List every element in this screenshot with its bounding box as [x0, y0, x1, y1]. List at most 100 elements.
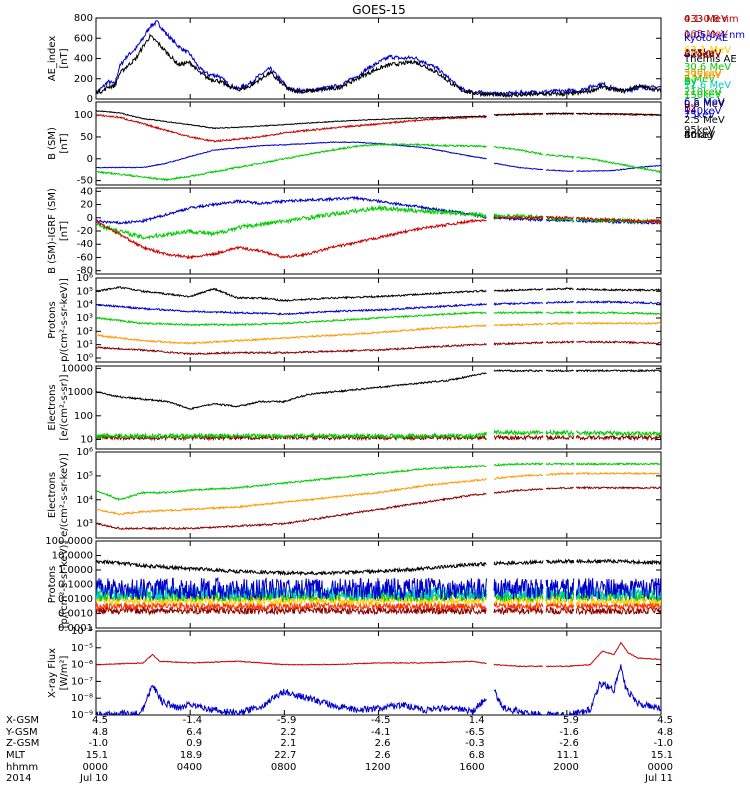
y-tick-label: 10¹ — [76, 340, 93, 351]
series-line — [96, 214, 661, 260]
y-tick-label: 10³ — [76, 519, 93, 530]
y-tick-label: -60 — [77, 252, 93, 263]
legend-entry: Bx — [684, 49, 697, 60]
y-tick-label: 0.0100 — [58, 594, 93, 605]
series-line — [96, 340, 661, 356]
y-axis-label-line: p/(cm²-s-sr-keV)] — [59, 278, 70, 362]
y-axis-label: B (SM)[nT] — [47, 127, 70, 160]
series-line — [96, 642, 661, 668]
series-line — [96, 141, 661, 173]
panel-frame — [95, 277, 662, 363]
panel-7: 0.00010.00100.01000.10001.000010.0000100… — [45, 14, 731, 634]
y-axis-label-line: [p/(cm²-s-sr-keV)] — [59, 541, 70, 629]
x-column-value: 4.8 — [657, 727, 673, 738]
y-tick-label: -40 — [77, 239, 93, 250]
legend-entry: By — [684, 76, 697, 87]
x-row-label: Y-GSM — [5, 727, 38, 738]
y-axis-label-line: e/(cm²-s-sr-keV)] — [59, 453, 70, 537]
legend-entry: 0.6 MeV — [684, 99, 725, 110]
y-axis-label-line: Protons — [47, 566, 58, 603]
y-tick-label: 10⁻⁵ — [71, 643, 93, 654]
panel-8: 10⁻⁹10⁻⁸10⁻⁷10⁻⁶10⁻⁵10⁻⁴X-ray Flux[W/m²]… — [47, 14, 745, 721]
y-axis-label-line: B (SM) — [47, 127, 58, 160]
y-tick-label: 10⁴ — [76, 300, 93, 311]
panel-4: 10⁰ 10¹ 10² 10³ 10⁴ 10⁵ 10⁶ Protonsp/(cm²-s-sr-… — [47, 48, 722, 364]
x-column-value: 4.5 — [92, 715, 108, 726]
y-tick-label: 0.0001 — [58, 623, 93, 634]
legend-entry: 575keV — [684, 48, 722, 59]
x-column-value: 22.7 — [274, 750, 296, 761]
y-axis-label: B (SM)-IGRF (SM)[nT] — [47, 188, 70, 274]
series-line — [96, 310, 661, 327]
y-tick-label: 10⁶ — [76, 273, 93, 284]
y-tick-label: 10⁻⁴ — [71, 626, 93, 637]
y-axis-label-line: B (SM)-IGRF (SM) — [47, 188, 58, 274]
x-column-value: -1.0 — [653, 738, 673, 749]
y-tick-label: 10 — [80, 435, 93, 446]
y-axis-label-line: [nT] — [59, 133, 70, 153]
x-column-value: -1.4 — [183, 715, 203, 726]
series-line — [96, 558, 661, 577]
series-line — [96, 142, 661, 182]
x-column-value: -1.6 — [559, 727, 579, 738]
panel-1: 0 200 400 600 800 AE_index[nT] Kyoto AE Themis … — [47, 13, 737, 105]
series-line — [96, 605, 661, 616]
x-column-value: 2.6 — [375, 738, 391, 749]
y-tick-label: 10² — [76, 326, 93, 337]
y-axis-label-line: [nT] — [59, 48, 70, 68]
legend-entry: Kyoto AE — [684, 33, 728, 44]
x-column-value: 0000 — [83, 762, 108, 773]
series-line — [96, 33, 661, 99]
legend-entry: 475keV — [684, 49, 722, 60]
x-column-value: -5.9 — [277, 715, 297, 726]
y-tick-label: 10000 — [61, 363, 93, 374]
x-column-value: 6.8 — [469, 750, 485, 761]
y-tick-label: 0 — [87, 94, 93, 105]
legend-entry: 40keV — [684, 130, 715, 141]
y-tick-label: 0 — [87, 213, 93, 224]
x-column-value: 15.1 — [651, 750, 673, 761]
legend-entry: 275keV — [684, 70, 722, 81]
legend-entry: 150keV — [684, 90, 722, 101]
y-axis-label-line: [W/m²] — [59, 655, 70, 690]
legend-entry: 30.6 MeV — [684, 62, 731, 73]
series-line — [96, 428, 661, 440]
y-tick-label: -50 — [77, 176, 93, 187]
y-tick-label: 10⁰ — [76, 353, 93, 364]
y-axis-label-line: [nT] — [59, 221, 70, 241]
x-column-value: 2.2 — [280, 727, 296, 738]
series-line — [96, 20, 661, 97]
x-column-value: 2.1 — [280, 738, 296, 749]
y-axis-label-line: [e/(cm²-s-sr)] — [59, 374, 70, 440]
series-line — [96, 321, 661, 346]
series-line — [96, 461, 661, 502]
y-axis-label-line: X-ray Flux — [47, 648, 58, 698]
y-tick-label: 10⁻⁹ — [71, 710, 93, 721]
x-column-value: Jul 11 — [644, 773, 673, 784]
y-axis-label-line: Protons — [47, 301, 58, 338]
legend-entry: By — [684, 77, 697, 88]
legend-entry: 4 MeV — [684, 49, 715, 60]
x-column-value: -4.1 — [371, 727, 391, 738]
y-tick-label: 100 — [74, 110, 93, 121]
series-line — [96, 433, 661, 442]
y-axis-label: Electrons[e/(cm²-s-sr)] — [47, 374, 70, 440]
legend-entry: Bmag — [684, 130, 713, 141]
y-tick-label: 10⁻⁶ — [71, 660, 93, 671]
y-tick-label: 10⁵ — [76, 286, 93, 297]
y-tick-label: 1000 — [68, 387, 93, 398]
series-line — [96, 368, 661, 410]
y-tick-label: 100.0000 — [45, 536, 93, 547]
y-tick-label: 10⁴ — [76, 495, 93, 506]
y-tick-label: 10⁻⁸ — [71, 693, 93, 704]
legend-entry: 95keV — [684, 125, 715, 136]
panel-frame — [95, 451, 662, 539]
x-column-value: 2.6 — [375, 750, 391, 761]
x-column-value: 2000 — [553, 762, 578, 773]
y-axis-label-line: Electrons — [47, 384, 58, 430]
legend-entry: 210keV — [684, 87, 722, 98]
panel-frame — [95, 630, 662, 716]
legend-entry: Themis AE — [683, 54, 737, 65]
